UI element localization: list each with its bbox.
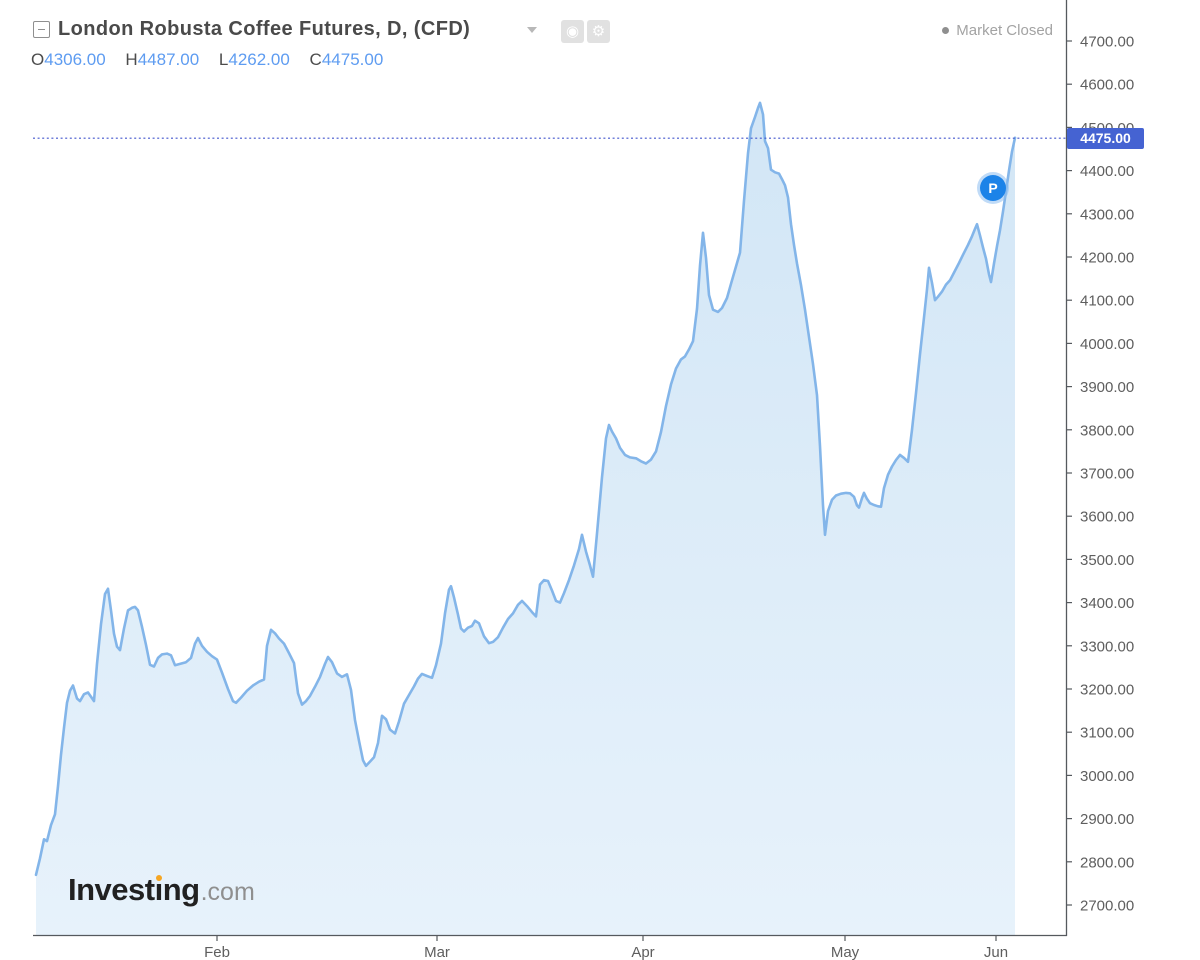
- price-tick-label: 3700.00: [1080, 466, 1134, 483]
- collapse-legend-icon[interactable]: [33, 21, 50, 38]
- price-tick-label: 4400.00: [1080, 163, 1134, 180]
- orange-dot-i: ı: [154, 872, 164, 907]
- area-fill: [36, 102, 1015, 936]
- price-tick-label: 4200.00: [1080, 250, 1134, 267]
- hollow-circle-icon[interactable]: ◉: [561, 20, 584, 43]
- time-scale[interactable]: Feb Mar Apr May Jun: [204, 936, 1008, 960]
- price-tick-label: 3400.00: [1080, 595, 1134, 612]
- price-tick-label: 4700.00: [1080, 34, 1134, 51]
- price-tick-label: 3200.00: [1080, 682, 1134, 699]
- time-tick-label: Mar: [424, 944, 450, 960]
- investing-wordmark: Investıng: [68, 872, 200, 907]
- time-tick-label: Feb: [204, 944, 230, 960]
- time-tick-label: Apr: [631, 944, 654, 960]
- price-scale[interactable]: 4700.004600.004500.004400.004300.004200.…: [1066, 34, 1134, 915]
- chevron-down-icon[interactable]: [527, 27, 537, 33]
- status-dot-icon: [942, 27, 950, 34]
- close-value: C4475.00: [309, 50, 384, 69]
- price-tick-label: 2900.00: [1080, 811, 1134, 828]
- price-tick-label: 4000.00: [1080, 336, 1134, 353]
- market-status: Market Closed: [942, 22, 1053, 39]
- chart-legend: London Robusta Coffee Futures, D, (CFD): [33, 18, 470, 41]
- time-tick-label: Jun: [984, 944, 1008, 960]
- symbol-title[interactable]: London Robusta Coffee Futures, D, (CFD): [58, 18, 471, 40]
- investing-logo: Investıng .com: [68, 872, 255, 908]
- minus-icon: [38, 29, 45, 30]
- price-tick-label: 4300.00: [1080, 206, 1134, 223]
- price-line: [34, 101, 1017, 877]
- price-tick-label: 3600.00: [1080, 509, 1134, 526]
- price-tick-label: 4600.00: [1080, 77, 1134, 94]
- price-tick-label: 3100.00: [1080, 725, 1134, 742]
- price-tick-label: 2700.00: [1080, 898, 1134, 915]
- price-tick-label: 4100.00: [1080, 293, 1134, 310]
- price-tick-label: 2800.00: [1080, 854, 1134, 871]
- time-tick-label: May: [831, 944, 860, 960]
- last-price-badge: 4475.00: [1067, 127, 1144, 149]
- open-value: O4306.00: [31, 50, 106, 69]
- price-tick-label: 3500.00: [1080, 552, 1134, 569]
- price-tick-label: 3800.00: [1080, 422, 1134, 439]
- low-value: L4262.00: [218, 50, 290, 69]
- position-marker[interactable]: P: [980, 174, 1006, 201]
- high-value: H4487.00: [125, 50, 200, 69]
- price-tick-label: 3000.00: [1080, 768, 1134, 785]
- price-tick-label: 3300.00: [1080, 638, 1134, 655]
- price-tick-label: 3900.00: [1080, 379, 1134, 396]
- logo-tld: .com: [200, 878, 255, 906]
- settings-gear-icon[interactable]: ⚙: [587, 20, 610, 43]
- ohlc-row: O4306.00 H4487.00 L4262.00 C4475.00: [31, 50, 398, 70]
- market-status-label: Market Closed: [956, 22, 1053, 39]
